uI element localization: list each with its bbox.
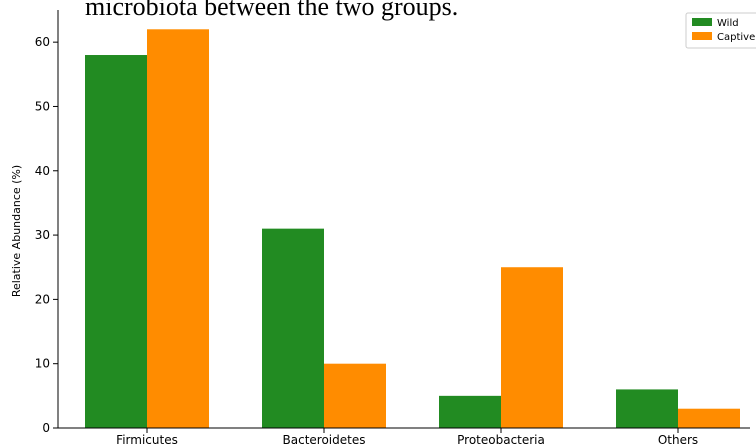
legend-swatch-captive: [692, 32, 712, 40]
bar-captive-bacteroidetes: [324, 363, 386, 428]
y-tick-label: 50: [35, 99, 50, 113]
y-ticks-group: 0 10 20 30 40 50 60: [35, 35, 58, 435]
x-tick-label: Others: [658, 433, 698, 445]
bar-wild-proteobacteria: [439, 395, 501, 428]
bars-group: [85, 29, 740, 429]
y-tick-label: 40: [35, 164, 50, 178]
legend-label-wild: Wild: [717, 18, 739, 29]
x-ticks-group: Firmicutes Bacteroidetes Proteobacteria Oth…: [116, 428, 698, 445]
bar-wild-others: [616, 389, 678, 428]
bar-wild-bacteroidetes: [262, 228, 324, 428]
y-tick-label: 10: [35, 357, 50, 371]
y-tick-label: 60: [35, 35, 50, 49]
legend-label-captive: Captive: [717, 32, 755, 43]
y-axis-label: Relative Abundance (%): [10, 165, 23, 297]
bar-wild-firmicutes: [85, 55, 147, 429]
y-tick-label: 30: [35, 228, 50, 242]
y-tick-label: 20: [35, 292, 50, 306]
bar-captive-others: [678, 408, 740, 428]
x-tick-label: Proteobacteria: [457, 433, 545, 445]
x-tick-label: Bacteroidetes: [283, 433, 366, 445]
page-caption: microbiota between the two groups.: [85, 0, 459, 21]
legend-swatch-wild: [692, 18, 712, 26]
bar-captive-firmicutes: [147, 29, 209, 429]
x-tick-label: Firmicutes: [116, 433, 178, 445]
legend: Wild Captive: [685, 12, 756, 49]
y-tick-label: 0: [42, 421, 50, 435]
bar-captive-proteobacteria: [501, 267, 563, 428]
